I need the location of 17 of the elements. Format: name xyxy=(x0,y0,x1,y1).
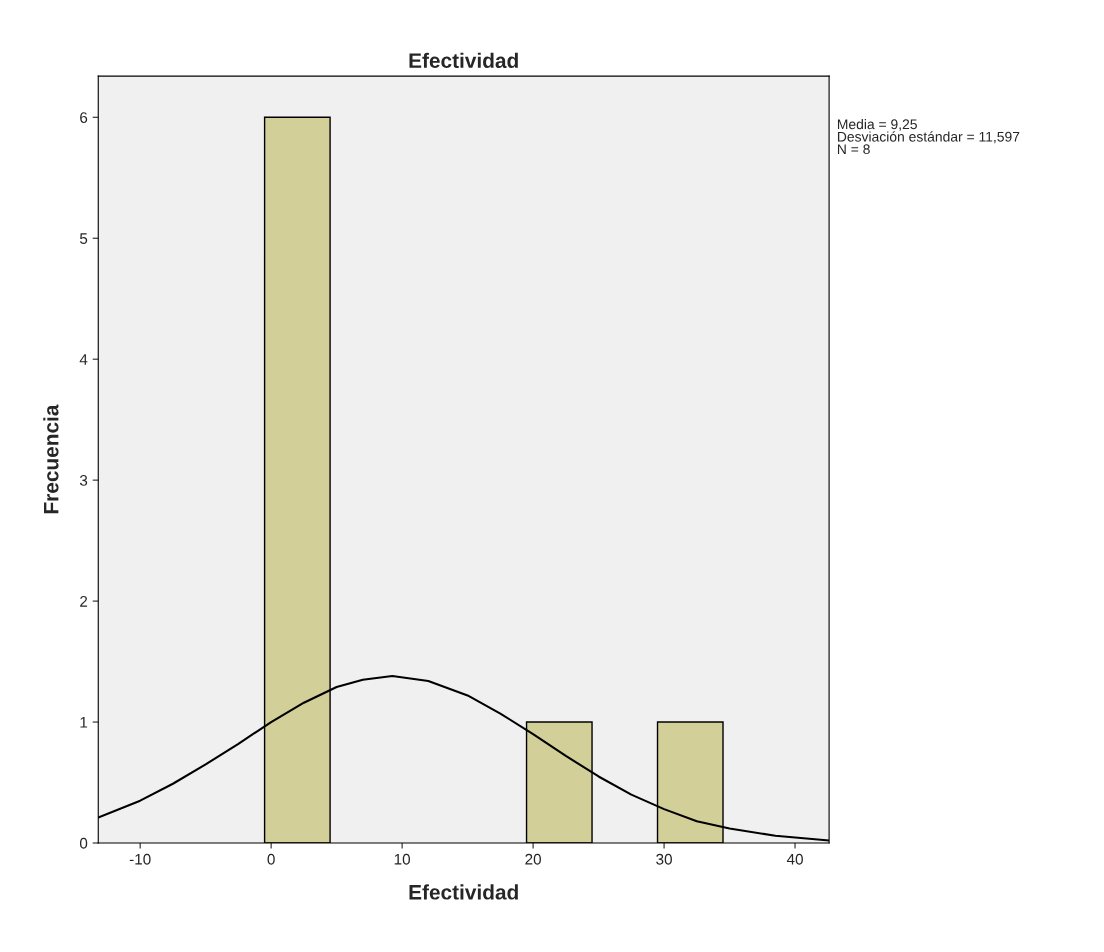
y-tick-label: 5 xyxy=(79,233,88,244)
y-tick-label: 3 xyxy=(79,475,88,486)
x-tick-label: -10 xyxy=(129,853,151,865)
chart-title: Efectividad xyxy=(409,52,518,69)
x-tick-label: 0 xyxy=(267,853,275,865)
x-tick-label: 20 xyxy=(525,853,541,865)
x-tick-label: 40 xyxy=(786,853,803,865)
text: Media = 9,25 Desviación estándar = 11,597 N = 8 xyxy=(837,119,1020,155)
y-tick-label: 0 xyxy=(79,837,88,849)
y-tick-label: 4 xyxy=(79,354,88,365)
y-axis-title: Frecuencia xyxy=(43,404,59,514)
x-axis-title: Efectividad xyxy=(409,884,518,900)
x-tick-label: 30 xyxy=(656,853,672,865)
y-tick-label: 2 xyxy=(80,595,88,607)
y-tick-label: 1 xyxy=(80,717,88,728)
x-tick-label: 10 xyxy=(394,853,411,865)
y-tick-label: 6 xyxy=(80,112,88,123)
